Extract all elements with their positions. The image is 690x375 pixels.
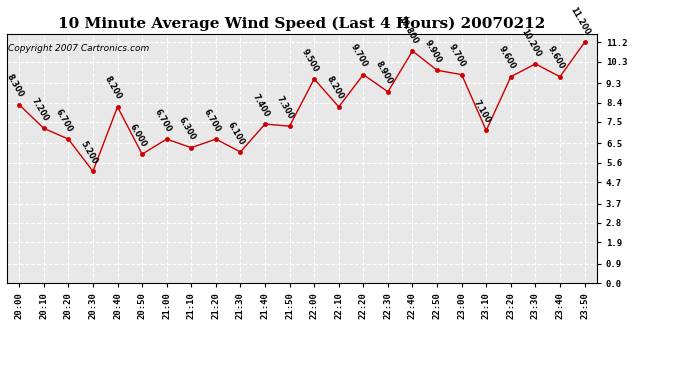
Text: 7.100: 7.100 [472,99,492,125]
Text: 8.200: 8.200 [324,75,345,101]
Text: 9.700: 9.700 [447,43,468,69]
Text: 8.300: 8.300 [5,73,26,99]
Text: Copyright 2007 Cartronics.com: Copyright 2007 Cartronics.com [8,44,149,53]
Text: 9.500: 9.500 [300,47,320,74]
Text: 11.200: 11.200 [569,6,592,37]
Text: 7.400: 7.400 [250,92,271,118]
Text: 8.200: 8.200 [103,75,124,101]
Text: 9.700: 9.700 [349,43,369,69]
Text: 6.700: 6.700 [201,107,222,134]
Text: 6.300: 6.300 [177,116,197,142]
Text: 9.900: 9.900 [423,39,443,65]
Text: 6.700: 6.700 [152,107,172,134]
Text: 10.800: 10.800 [397,14,420,45]
Text: 9.600: 9.600 [546,45,566,71]
Text: 9.600: 9.600 [497,45,517,71]
Text: 10.200: 10.200 [520,27,543,58]
Text: 8.900: 8.900 [373,60,394,86]
Text: 6.700: 6.700 [54,107,75,134]
Text: 6.000: 6.000 [128,122,148,148]
Text: 7.200: 7.200 [30,96,50,123]
Text: 6.100: 6.100 [226,120,246,146]
Text: 5.200: 5.200 [79,140,99,166]
Text: 7.300: 7.300 [275,94,295,121]
Title: 10 Minute Average Wind Speed (Last 4 Hours) 20070212: 10 Minute Average Wind Speed (Last 4 Hou… [58,17,546,31]
